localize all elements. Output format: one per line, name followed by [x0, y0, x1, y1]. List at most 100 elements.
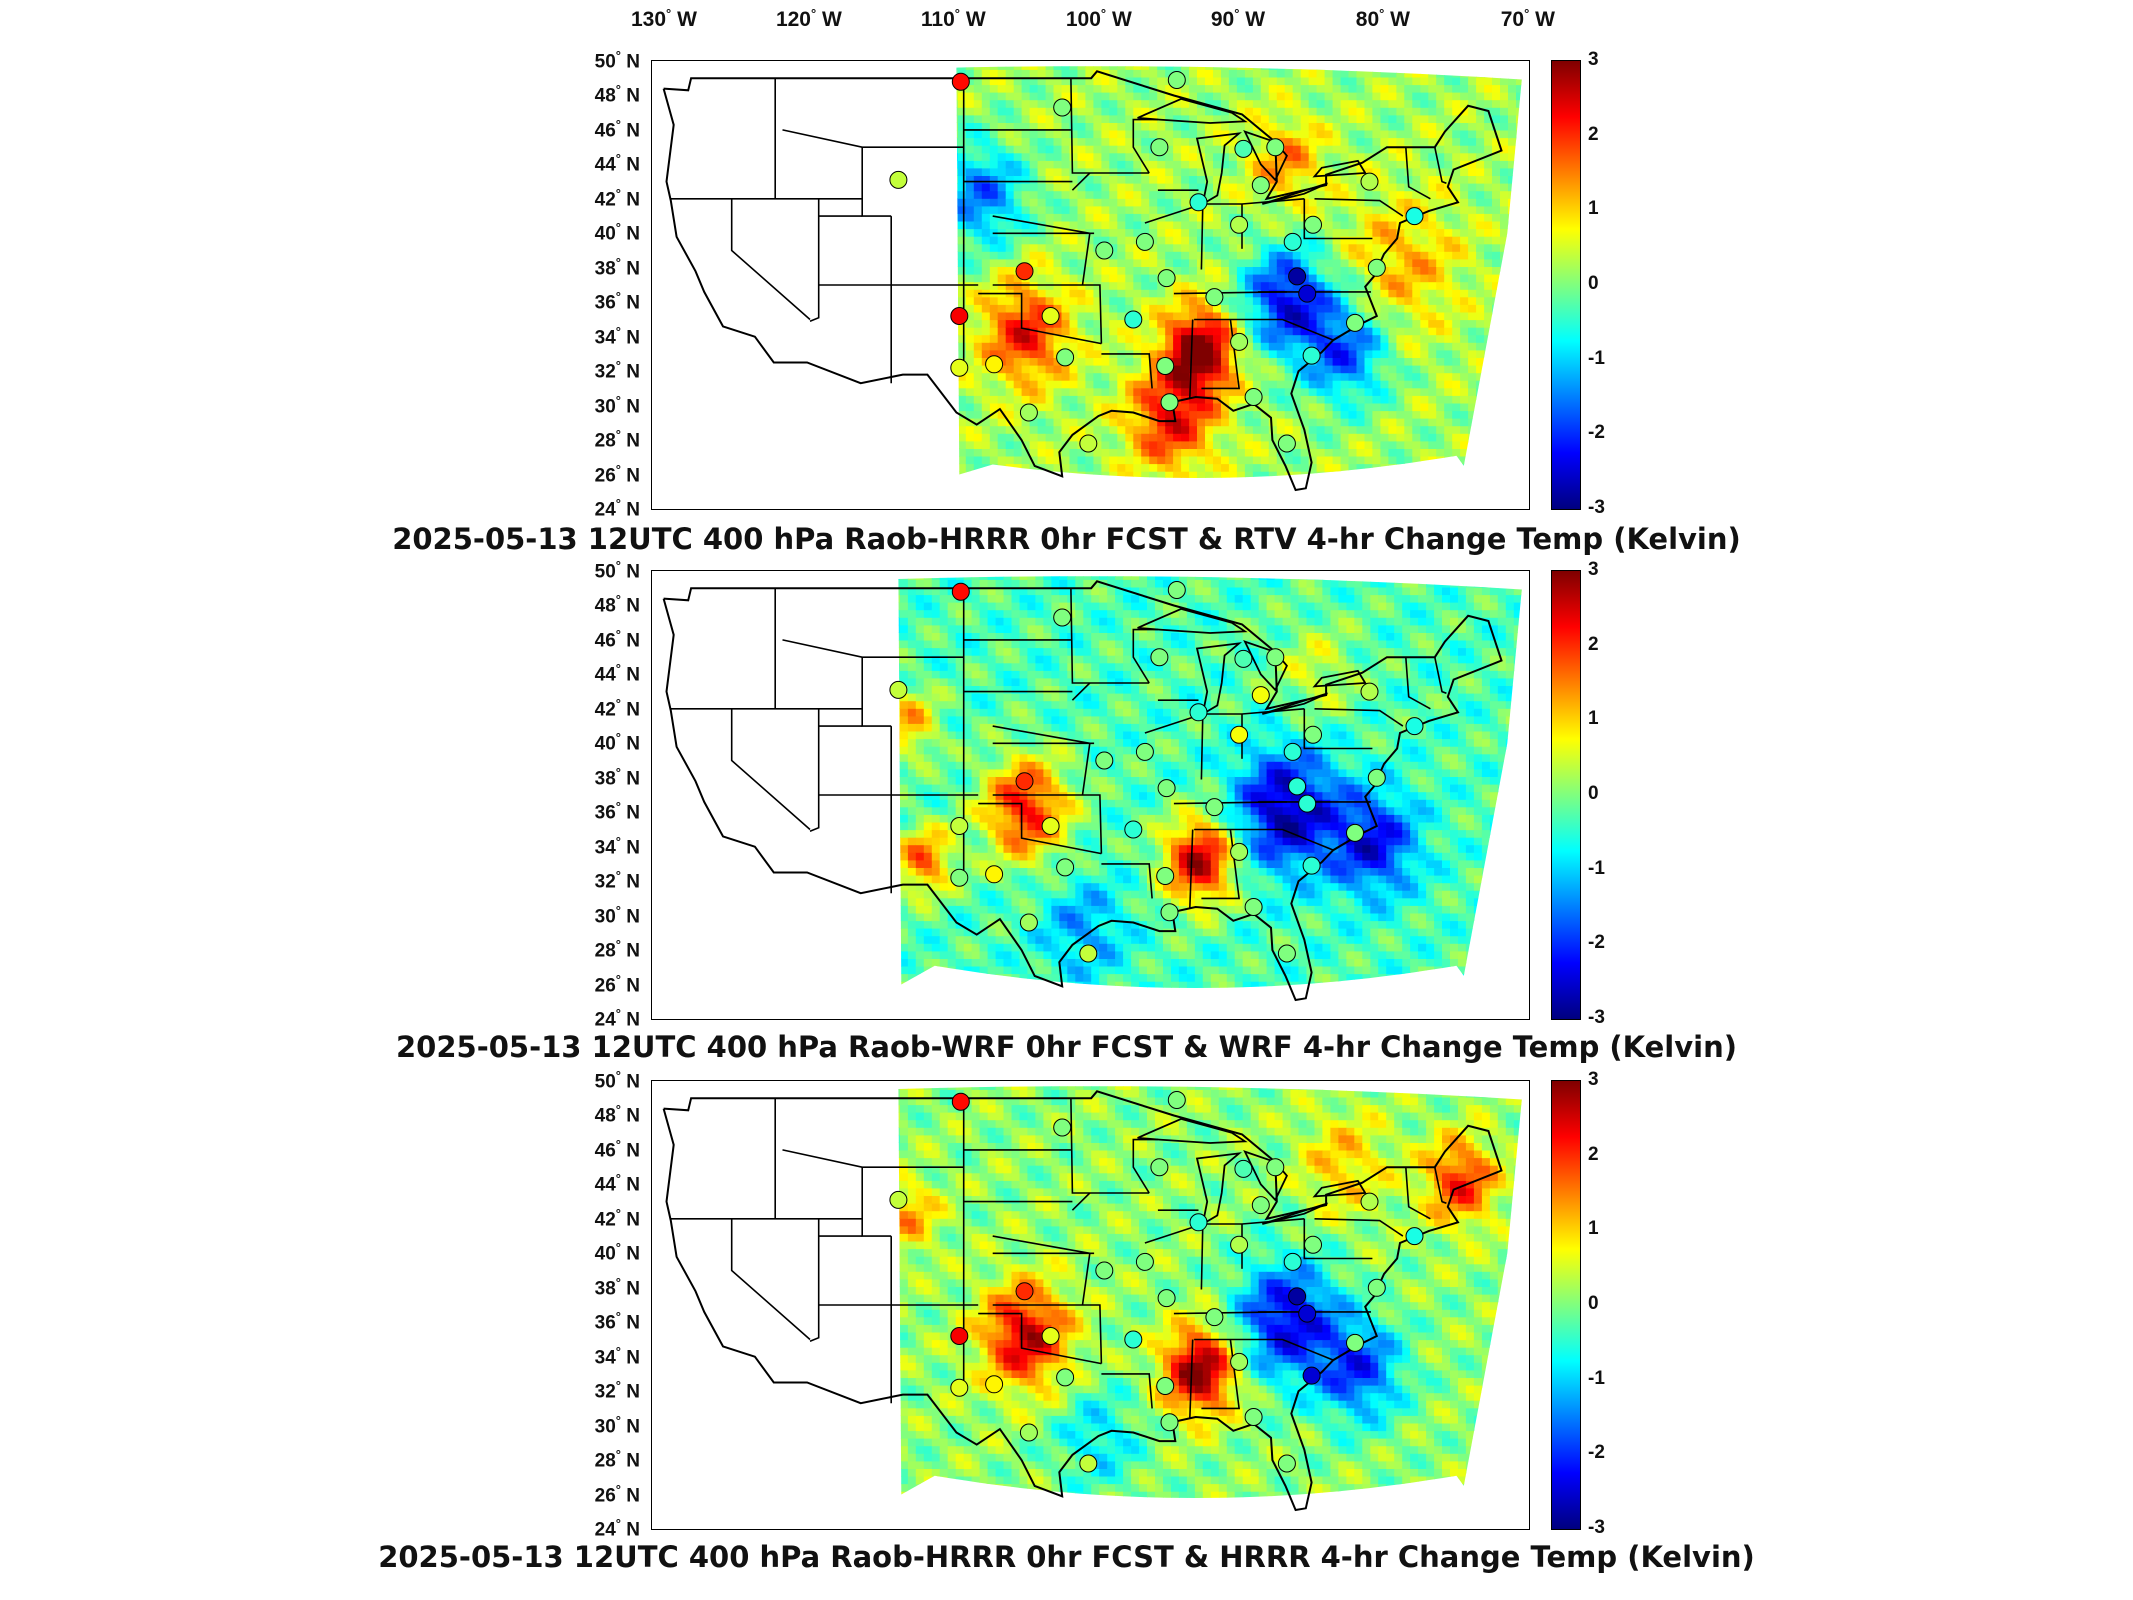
latitude-label: 44° N — [594, 661, 640, 686]
state-boundary — [1194, 828, 1334, 851]
raob-station-marker — [1266, 138, 1285, 157]
raob-station-marker — [1360, 682, 1379, 701]
state-boundary — [809, 708, 820, 832]
latitude-label: 50° N — [594, 1068, 640, 1093]
raob-station-marker — [1124, 1330, 1143, 1349]
map-frame — [651, 1080, 1530, 1530]
raob-station-marker — [1244, 898, 1263, 916]
state-boundary — [1314, 198, 1404, 217]
great-lake-outline — [1262, 692, 1328, 715]
raob-station-marker — [985, 865, 1004, 884]
raob-station-marker — [951, 72, 970, 91]
raob-station-marker — [950, 817, 969, 835]
latitude-label: 36° N — [594, 799, 640, 824]
raob-station-marker — [1251, 686, 1270, 705]
latitude-label: 24° N — [594, 1516, 640, 1541]
colorbar-tick-label: 3 — [1588, 49, 1599, 70]
latitude-label: 34° N — [594, 323, 640, 349]
great-lake-outline — [1262, 1202, 1328, 1225]
raob-station-marker — [1360, 1192, 1379, 1211]
raob-station-marker — [1019, 913, 1038, 932]
colorbar — [1551, 1080, 1581, 1530]
raob-station-marker — [1015, 262, 1034, 281]
longitude-label: 100° W — [1065, 6, 1132, 31]
raob-station-marker — [1056, 1368, 1075, 1387]
raob-station-marker — [1288, 267, 1307, 286]
latitude-label: 28° N — [594, 1447, 640, 1472]
latitude-label: 40° N — [594, 1240, 640, 1265]
state-boundary — [1303, 198, 1373, 240]
latitude-label: 28° N — [594, 937, 640, 962]
raob-station-marker — [1234, 649, 1253, 668]
raob-station-marker — [1167, 581, 1186, 599]
raob-station-marker — [1053, 1118, 1072, 1137]
state-boundary — [1314, 708, 1404, 727]
panel-caption: 2025-05-13 12UTC 400 hPa Raob-HRRR 0hr F… — [378, 1540, 1755, 1574]
raob-station-marker — [1041, 307, 1060, 325]
raob-station-marker — [1346, 823, 1364, 842]
raob-station-marker — [1124, 820, 1143, 839]
raob-station-marker — [1234, 1159, 1253, 1178]
state-boundary — [992, 1304, 1103, 1364]
raob-station-marker — [1360, 172, 1379, 191]
latitude-label: 50° N — [594, 48, 640, 73]
raob-station-marker — [1346, 1333, 1364, 1352]
state-boundary — [1071, 682, 1091, 701]
latitude-label: 46° N — [594, 116, 640, 142]
raob-station-marker — [1230, 1352, 1249, 1371]
raob-station-marker — [1156, 1377, 1175, 1395]
raob-station-marker — [1244, 388, 1263, 406]
latitude-label: 24° N — [594, 496, 640, 521]
raob-station-marker — [1135, 1252, 1154, 1271]
state-boundary — [978, 292, 1102, 345]
raob-station-marker — [1205, 798, 1224, 817]
raob-station-marker — [1156, 867, 1175, 885]
raob-station-marker — [1304, 215, 1322, 234]
state-boundary — [809, 1218, 820, 1342]
raob-station-marker — [1095, 1261, 1114, 1280]
state-boundary — [992, 794, 1103, 854]
colorbar-tick-label: -1 — [1588, 857, 1605, 879]
latitude-label: 42° N — [594, 185, 640, 211]
state-boundary — [1200, 1223, 1204, 1290]
raob-station-marker — [1157, 1289, 1176, 1308]
raob-station-marker — [1367, 1278, 1386, 1297]
great-lake-outline — [1195, 642, 1243, 716]
raob-station-marker — [1156, 357, 1175, 375]
raob-station-marker — [1405, 717, 1424, 736]
state-boundary — [782, 639, 964, 658]
raob-station-marker — [1053, 608, 1072, 627]
colorbar-tick-label: -1 — [1588, 347, 1605, 369]
great-lake-outline — [1312, 669, 1367, 688]
map-frame — [651, 570, 1530, 1020]
latitude-label: 38° N — [594, 254, 640, 280]
raob-station-marker — [1251, 1196, 1270, 1215]
raob-station-marker — [1157, 269, 1176, 288]
latitude-label: 38° N — [594, 1274, 640, 1300]
state-boundary — [1132, 1138, 1158, 1194]
latitude-label: 46° N — [594, 626, 640, 652]
latitude-label: 44° N — [594, 1171, 640, 1196]
latitude-label: 30° N — [594, 1412, 640, 1437]
raob-station-marker — [1298, 1304, 1317, 1323]
state-boundary — [1405, 657, 1431, 710]
colorbar-tick-label: 1 — [1588, 198, 1599, 220]
raob-station-marker — [1189, 193, 1208, 212]
raob-station-marker — [1135, 742, 1154, 761]
state-boundary — [861, 657, 892, 727]
latitude-label: 34° N — [594, 1343, 640, 1369]
state-boundary — [978, 1312, 1102, 1365]
colorbar — [1551, 60, 1581, 510]
colorbar-tick-label: -1 — [1588, 1367, 1605, 1389]
raob-station-marker — [1230, 1235, 1249, 1254]
state-boundary — [1194, 318, 1334, 341]
longitude-label: 70° W — [1500, 6, 1555, 31]
raob-station-marker — [1230, 332, 1249, 351]
raob-station-marker — [1135, 232, 1154, 251]
latitude-label: 30° N — [594, 902, 640, 927]
raob-station-marker — [1230, 725, 1249, 744]
state-boundary — [1194, 1338, 1334, 1361]
raob-station-marker — [1277, 944, 1296, 963]
raob-station-marker — [889, 170, 908, 189]
colorbar-tick-label: 1 — [1588, 708, 1599, 730]
